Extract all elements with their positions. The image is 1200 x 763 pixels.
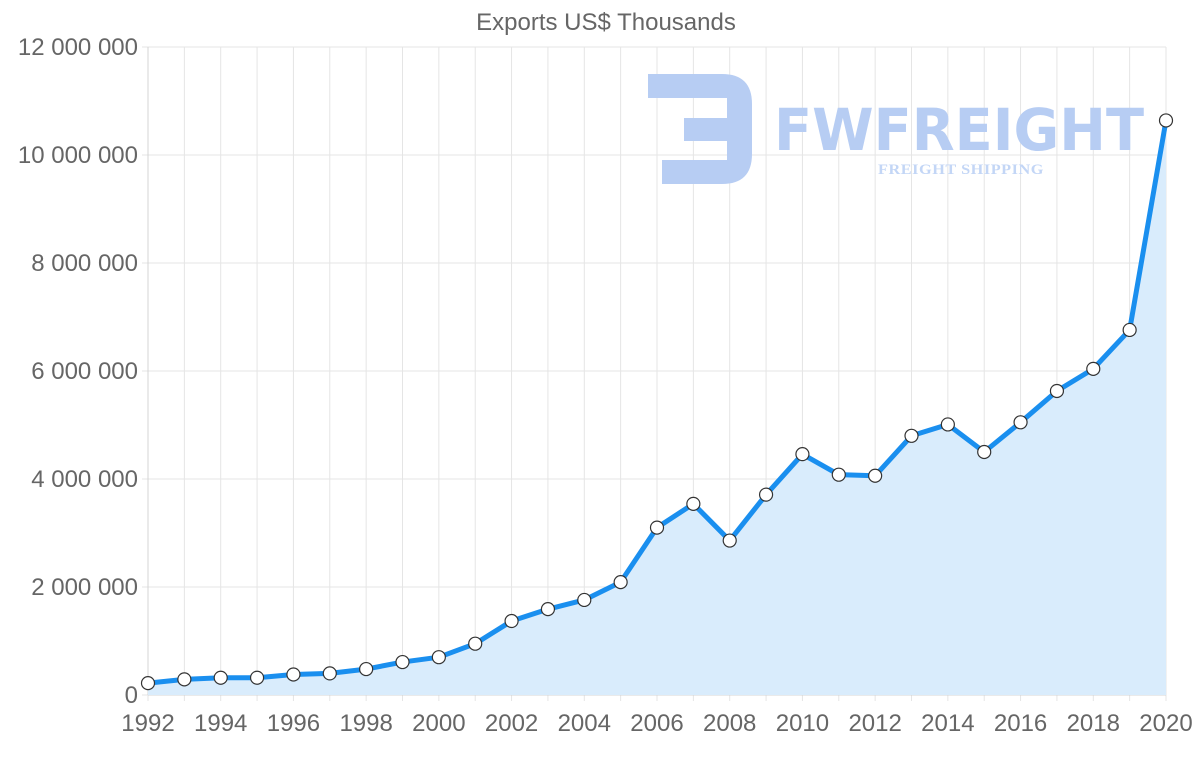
watermark: FWFREIGHT FREIGHT SHIPPING (648, 74, 1144, 184)
data-point-2010 (795, 447, 810, 462)
data-point-2000 (431, 650, 446, 665)
y-tick-label: 0 (125, 682, 138, 709)
y-tick-label: 2 000 000 (31, 574, 138, 601)
data-point-1996 (286, 667, 301, 682)
data-point-1993 (177, 672, 192, 687)
x-tick-label: 2020 (1139, 710, 1192, 737)
data-point-2013 (904, 428, 919, 443)
data-point-2008 (722, 533, 737, 548)
area-fill (148, 120, 1166, 695)
data-point-2020 (1158, 113, 1174, 128)
data-point-2004 (577, 592, 592, 608)
y-tick-label: 10 000 000 (18, 142, 138, 169)
data-point-2002 (504, 613, 519, 629)
data-points (140, 113, 1174, 691)
data-point-2012 (868, 468, 883, 483)
x-tick-label: 2000 (412, 710, 465, 737)
x-tick-label: 2002 (485, 710, 538, 737)
watermark-logo-icon (648, 74, 752, 184)
data-point-2001 (468, 636, 483, 651)
data-point-2019 (1122, 322, 1137, 338)
y-tick-label: 8 000 000 (31, 250, 138, 277)
x-tick-label: 1992 (121, 710, 174, 737)
chart-title: Exports US$ Thousands (476, 9, 736, 36)
x-tick-label: 2004 (558, 710, 611, 737)
y-tick-label: 4 000 000 (31, 466, 138, 493)
y-axis-ticks: 0 2 000 000 4 000 000 6 000 000 8 000 000 10 … (18, 34, 138, 709)
x-axis-ticks: 1992 1994 1996 1998 2000 2002 2004 2006 2008 2010… (121, 710, 1192, 737)
y-tick-label: 12 000 000 (18, 34, 138, 61)
data-point-2003 (540, 602, 556, 617)
y-tick-label: 6 000 000 (31, 358, 138, 385)
x-tick-label: 2008 (703, 710, 756, 737)
data-point-1994 (213, 670, 228, 685)
watermark-tagline: FREIGHT SHIPPING (878, 162, 1044, 178)
data-point-2017 (1049, 383, 1065, 399)
x-tick-label: 2016 (994, 710, 1047, 737)
data-point-1998 (359, 661, 374, 677)
data-point-2006 (649, 520, 665, 535)
x-tick-label: 2018 (1067, 710, 1120, 737)
data-point-2009 (758, 487, 774, 502)
x-tick-label: 1998 (339, 710, 392, 737)
x-tick-label: 2014 (921, 710, 974, 737)
data-point-2011 (831, 467, 846, 482)
data-point-2007 (686, 496, 701, 511)
data-point-2016 (1013, 415, 1028, 430)
data-point-2015 (977, 444, 992, 460)
data-point-2014 (940, 417, 955, 432)
x-tick-label: 2010 (776, 710, 829, 737)
watermark-brand: FWFREIGHT (774, 96, 1144, 164)
x-tick-label: 1996 (267, 710, 320, 737)
x-tick-label: 2012 (848, 710, 901, 737)
data-point-1999 (395, 654, 410, 670)
data-point-2005 (613, 575, 628, 590)
x-tick-label: 1994 (194, 710, 247, 737)
x-tick-label: 2006 (630, 710, 683, 737)
data-point-1995 (249, 670, 265, 685)
data-point-2018 (1086, 361, 1101, 376)
data-point-1992 (140, 676, 156, 691)
data-point-1997 (322, 666, 337, 681)
